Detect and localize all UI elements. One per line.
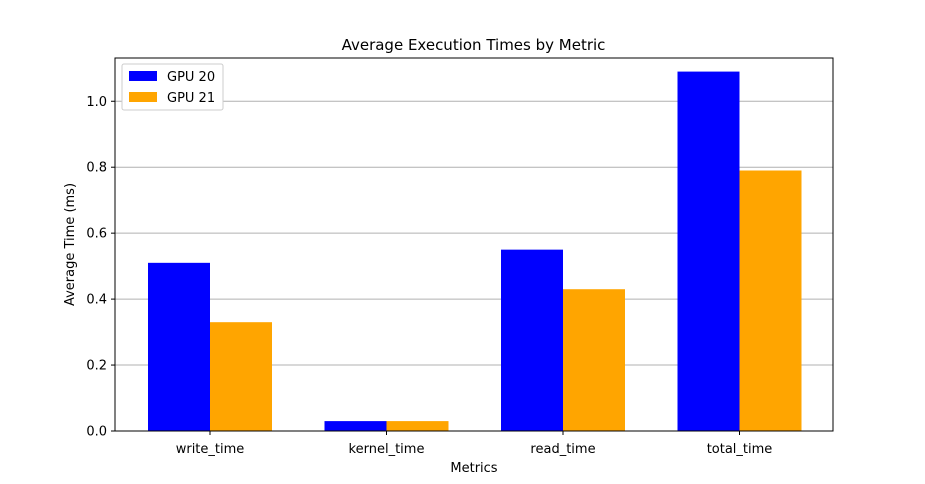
legend-swatch — [129, 71, 157, 81]
chart-title: Average Execution Times by Metric — [342, 36, 606, 54]
bar-gpu-20-kernel_time — [324, 421, 387, 431]
legend: GPU 20 GPU 21 — [121, 63, 224, 111]
bar-gpu-21-total_time — [739, 170, 802, 431]
legend-label: GPU 20 — [167, 70, 215, 85]
plot-frame — [114, 57, 834, 432]
bar-gpu-21-kernel_time — [386, 421, 449, 431]
bar-gpu-20-read_time — [501, 249, 563, 431]
y-tick-label: 0.8 — [86, 161, 107, 176]
bar-gpu-20-write_time — [148, 262, 210, 431]
legend-label: GPU 21 — [167, 91, 215, 106]
legend-swatch — [129, 92, 157, 102]
y-axis: 0.0 0.2 0.4 0.6 0.8 1.0 — [86, 95, 115, 440]
x-tick-label: read_time — [530, 442, 595, 457]
y-tick-label: 0.6 — [86, 227, 107, 242]
x-axis: write_time kernel_time read_time total_time — [176, 431, 773, 457]
x-axis-label: Metrics — [450, 461, 497, 476]
y-tick-label: 1.0 — [86, 95, 107, 110]
bars — [148, 71, 802, 432]
y-axis-label: Average Time (ms) — [63, 183, 78, 306]
y-tick-label: 0.0 — [86, 425, 107, 440]
x-tick-label: kernel_time — [349, 442, 425, 457]
bar-gpu-21-read_time — [563, 289, 625, 431]
x-tick-label: write_time — [176, 442, 245, 457]
y-tick-label: 0.2 — [86, 359, 107, 374]
bar-gpu-21-write_time — [210, 322, 272, 431]
bar-gpu-20-total_time — [677, 71, 740, 432]
y-tick-label: 0.4 — [86, 293, 107, 308]
x-tick-label: total_time — [707, 442, 773, 457]
